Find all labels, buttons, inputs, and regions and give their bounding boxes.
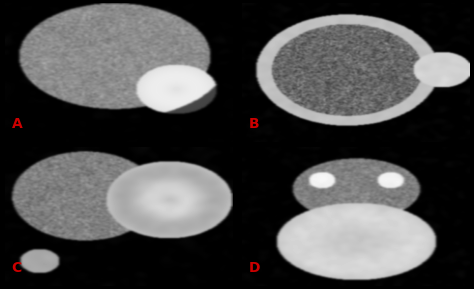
Text: C: C bbox=[11, 261, 22, 275]
Text: B: B bbox=[248, 117, 259, 131]
Text: A: A bbox=[11, 117, 22, 131]
Text: D: D bbox=[248, 261, 260, 275]
